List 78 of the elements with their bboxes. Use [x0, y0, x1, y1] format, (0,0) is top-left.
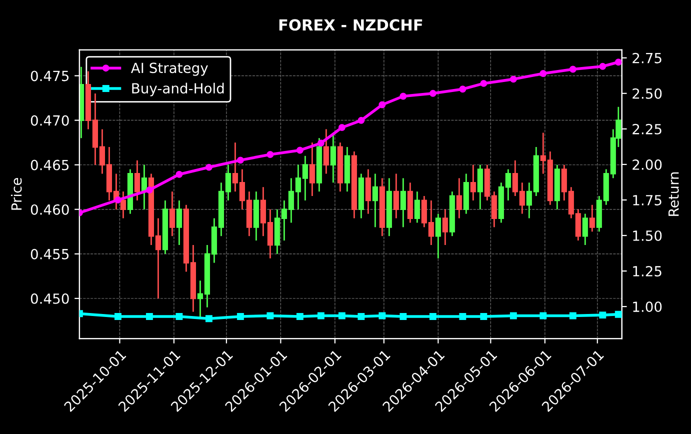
point — [146, 186, 153, 194]
candlestick — [323, 128, 329, 174]
y2-tick-label: 2.00 — [632, 159, 662, 170]
candlestick — [365, 168, 371, 215]
legend-label: Buy-and-Hold — [132, 82, 224, 96]
candlestick — [372, 173, 378, 228]
point — [510, 76, 517, 83]
candlestick — [176, 200, 182, 246]
y2-tick-label: 1.50 — [633, 230, 662, 241]
point — [510, 312, 517, 320]
y-axis-title: Price — [10, 178, 22, 210]
y2-tick-label: 1.00 — [633, 302, 662, 312]
candlestick — [456, 177, 462, 219]
y-tick-label: 0.450 — [30, 293, 69, 304]
candlestick — [120, 190, 126, 219]
candlestick — [435, 213, 441, 260]
candlestick — [442, 208, 448, 246]
point — [338, 124, 346, 131]
point — [614, 310, 622, 318]
point — [480, 313, 488, 320]
point — [236, 156, 244, 164]
point — [429, 313, 436, 320]
y2-tick-label: 1.25 — [633, 266, 662, 276]
y-tick-label: 0.465 — [30, 160, 69, 170]
y2-axis-title: Return — [668, 172, 679, 216]
point — [599, 312, 606, 319]
point — [358, 116, 365, 124]
chart-title: FOREX - NZDCHF — [279, 19, 422, 31]
y-tick-label: 0.455 — [30, 248, 69, 260]
point — [358, 313, 365, 320]
candlestick — [393, 173, 399, 219]
y-tick-label: 0.475 — [30, 70, 69, 82]
point — [205, 315, 212, 322]
point — [378, 101, 386, 108]
point — [429, 90, 436, 97]
point — [114, 196, 122, 204]
point — [296, 313, 304, 320]
point — [266, 151, 274, 158]
point — [266, 312, 274, 320]
candlestick — [169, 190, 175, 237]
candlestick — [589, 204, 595, 232]
y2-tick-label: 2.75 — [632, 52, 662, 64]
y-tick-label: 0.460 — [30, 204, 69, 215]
candlestick — [309, 142, 315, 197]
point — [176, 313, 183, 320]
y2-tick-label: 2.25 — [632, 124, 662, 134]
legend-label: AI Strategy — [130, 62, 208, 76]
point — [317, 140, 324, 147]
candlestick — [400, 177, 406, 228]
point — [146, 313, 153, 320]
point — [236, 313, 244, 320]
point — [338, 312, 346, 320]
point — [400, 92, 407, 100]
y2-tick-label: 2.50 — [632, 88, 662, 99]
point — [205, 164, 212, 171]
point — [540, 70, 547, 77]
point — [176, 170, 183, 178]
point — [614, 58, 622, 66]
point — [459, 86, 466, 93]
candlestick — [330, 132, 336, 184]
point — [317, 312, 324, 320]
point — [540, 312, 547, 320]
candlestick — [470, 164, 476, 202]
point — [480, 80, 488, 87]
candlestick — [414, 190, 420, 224]
point — [296, 146, 304, 154]
point — [114, 313, 122, 320]
point — [459, 313, 466, 320]
y2-tick-label: 1.75 — [633, 195, 662, 206]
point — [378, 312, 386, 320]
point — [599, 62, 606, 70]
point — [569, 66, 576, 73]
y-tick-label: 0.470 — [30, 115, 69, 126]
candlestick — [134, 160, 140, 202]
point — [569, 312, 576, 320]
candlestick — [477, 164, 483, 210]
point — [400, 313, 407, 320]
candlestick — [582, 213, 588, 246]
